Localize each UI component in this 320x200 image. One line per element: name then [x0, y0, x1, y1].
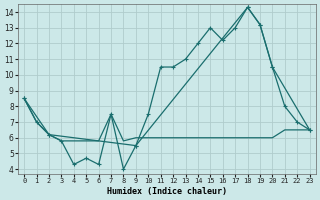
- X-axis label: Humidex (Indice chaleur): Humidex (Indice chaleur): [107, 187, 227, 196]
